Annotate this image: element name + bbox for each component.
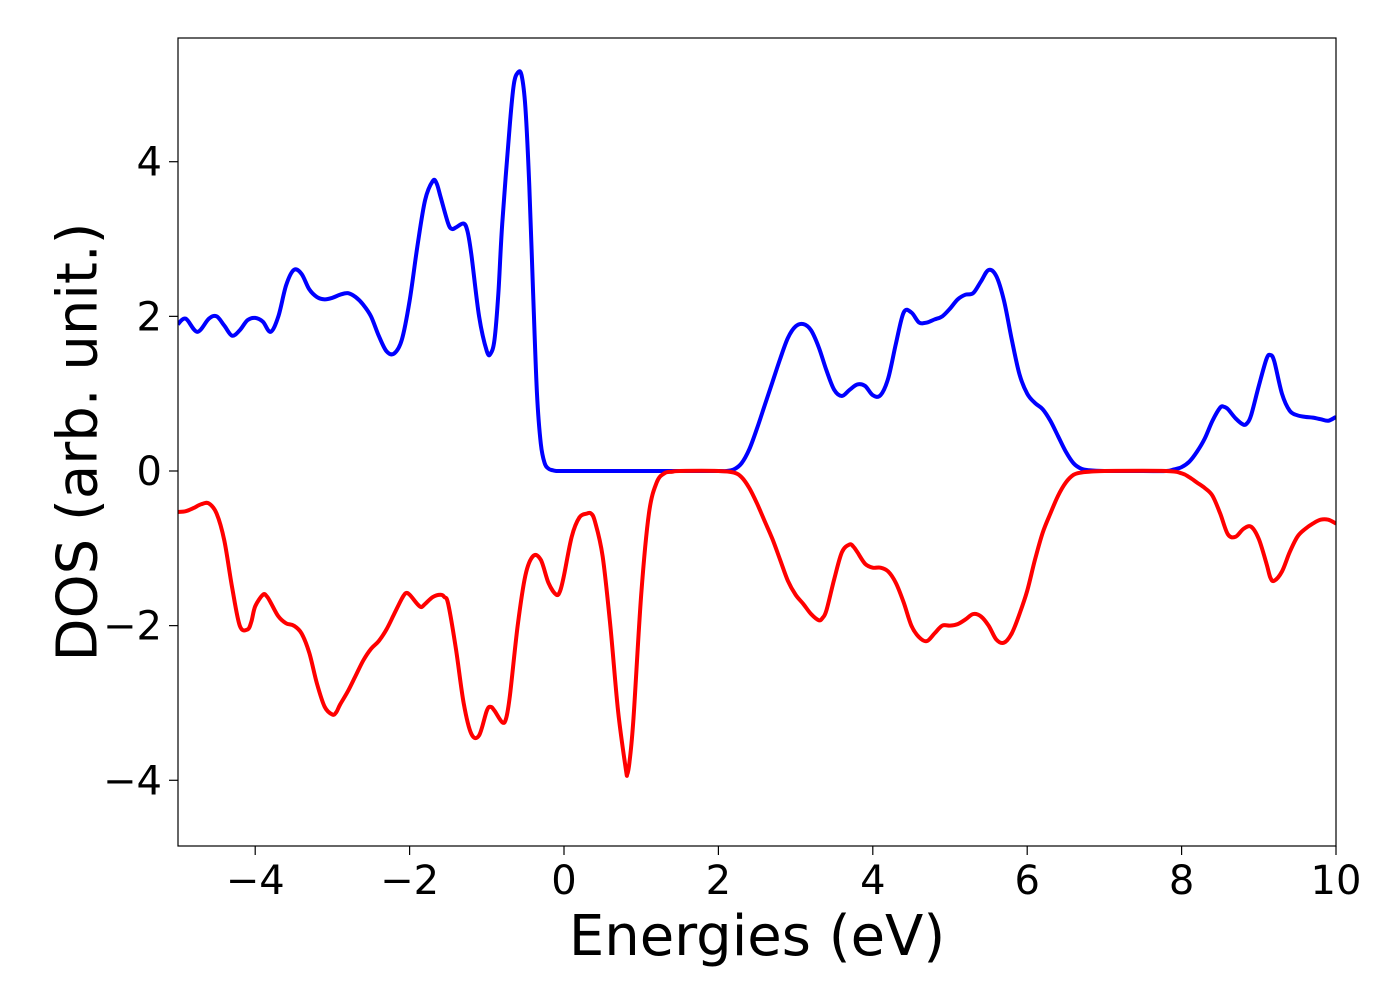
series-line-0 bbox=[178, 69, 1336, 474]
x-tick-label: 10 bbox=[1311, 858, 1362, 904]
series-line-1 bbox=[178, 468, 1336, 778]
y-tick-label: 4 bbox=[137, 140, 162, 186]
x-axis-label: Energies (eV) bbox=[569, 904, 945, 969]
x-tick-label: −2 bbox=[380, 858, 439, 904]
x-tick-label: 2 bbox=[706, 858, 731, 904]
plot-lines bbox=[178, 69, 1336, 778]
y-tick-label: 2 bbox=[137, 294, 162, 340]
x-tick-label: 6 bbox=[1014, 858, 1039, 904]
x-tick-label: −4 bbox=[226, 858, 285, 904]
x-tick-label: 8 bbox=[1169, 858, 1194, 904]
plot-frame bbox=[177, 37, 1337, 847]
x-tick-label: 0 bbox=[551, 858, 576, 904]
y-axis-ticks: −4 −2 0 2 4 bbox=[103, 140, 178, 804]
x-axis-ticks: −4 −2 0 2 4 6 8 10 bbox=[226, 846, 1362, 904]
y-tick-label: 0 bbox=[137, 449, 162, 495]
x-tick-label: 4 bbox=[860, 858, 885, 904]
y-tick-label: −2 bbox=[103, 604, 162, 650]
y-axis-label: DOS (arb. unit.) bbox=[46, 222, 111, 661]
y-tick-label: −4 bbox=[103, 758, 162, 804]
